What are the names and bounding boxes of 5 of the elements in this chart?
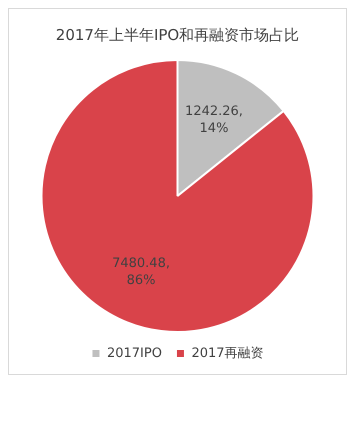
data-label: 7480.48, 86% xyxy=(112,256,170,288)
legend-label: 2017再融资 xyxy=(191,346,264,361)
legend-label: 2017IPO xyxy=(106,346,162,361)
chart-title: 2017年上半年IPO和再融资市场占比 xyxy=(56,26,300,44)
data-label: 1242.26, 14% xyxy=(185,104,243,136)
